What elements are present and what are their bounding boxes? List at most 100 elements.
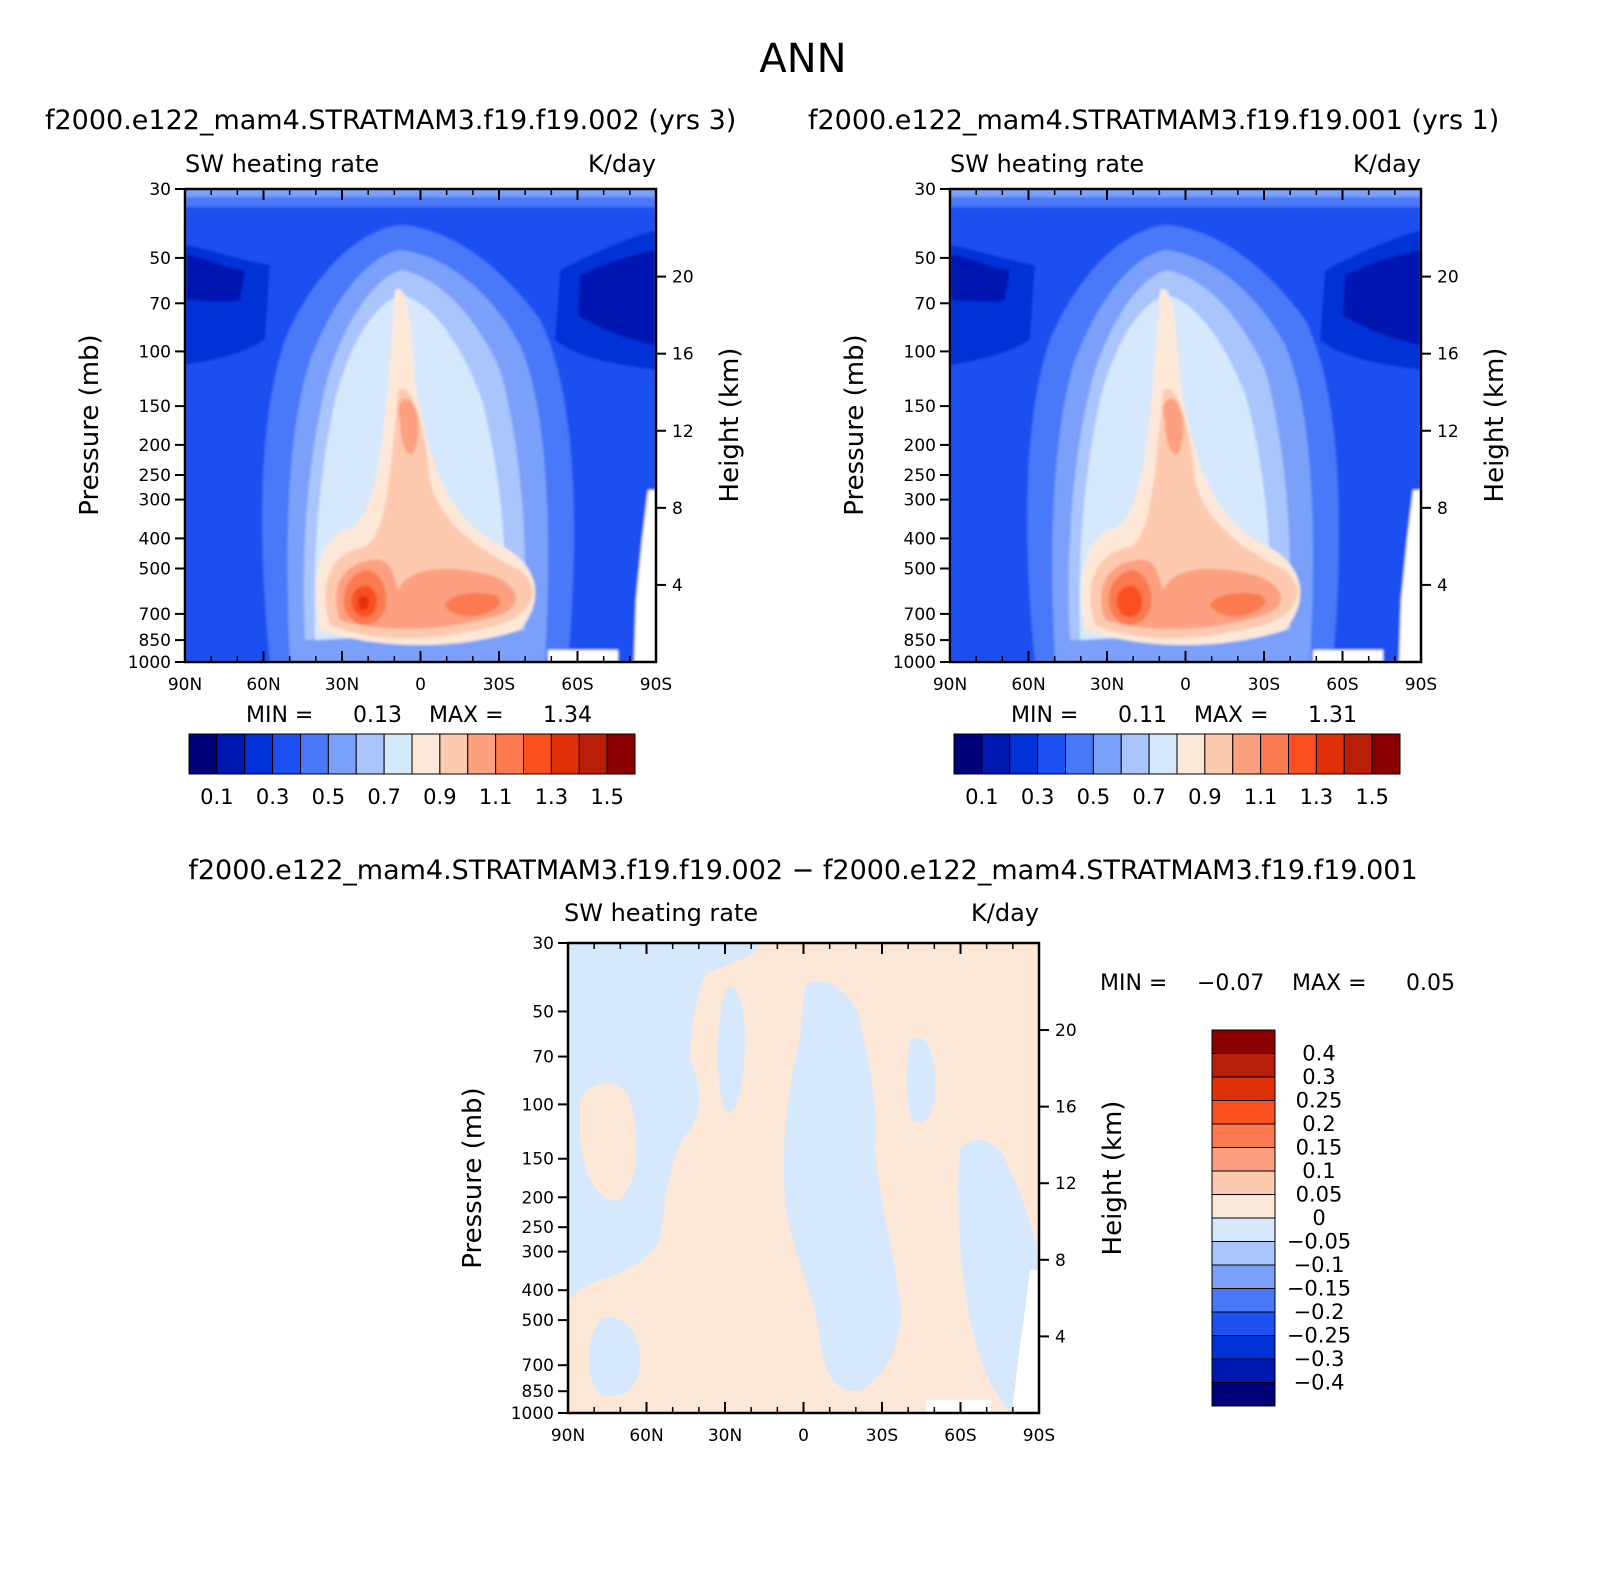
diff-y-tick-label: 30 xyxy=(532,934,554,954)
diff-y-tick-label: 200 xyxy=(522,1188,554,1208)
case1-colorbar-label: 0.7 xyxy=(367,785,400,809)
diff-field-neg-sh xyxy=(906,1037,936,1123)
case1-x-tick-label: 0 xyxy=(415,675,426,695)
diff-colorbar-label: 0.15 xyxy=(1296,1136,1343,1160)
case2-x-tick-label: 60N xyxy=(1011,675,1045,695)
diff-colorbar-label: 0.1 xyxy=(1302,1159,1335,1183)
diff-y-right-tick-label: 8 xyxy=(1055,1251,1066,1271)
diff-field-pos-nh-island xyxy=(580,1083,637,1201)
diff-y-tick-label: 250 xyxy=(522,1218,554,1238)
diff-title-right: K/day xyxy=(971,899,1039,927)
diff-y-tick-label: 400 xyxy=(522,1281,554,1301)
case1-y-tick-label: 500 xyxy=(139,560,171,580)
diff-y-right-tick-label: 20 xyxy=(1055,1021,1077,1041)
diff-colorbar-box xyxy=(1211,1217,1276,1242)
case2-title-right: K/day xyxy=(1353,150,1421,178)
case1-colorbar-box xyxy=(383,733,413,775)
case1-colorbar-label: 0.1 xyxy=(200,785,233,809)
diff-y-right-tick-label: 4 xyxy=(1055,1327,1066,1347)
case1-y-axis-label: Pressure (mb) xyxy=(75,334,105,515)
diff-colorbar-label: 0 xyxy=(1312,1206,1325,1230)
case1-colorbar-box xyxy=(411,733,441,775)
case2-colorbar-box xyxy=(1343,733,1373,775)
case2-colorbar-box xyxy=(1120,733,1150,775)
case1-title-right: K/day xyxy=(588,150,656,178)
diff-contour-field xyxy=(568,943,1039,1413)
case2-colorbar-box xyxy=(1148,733,1178,775)
diff-colorbar-box xyxy=(1211,1358,1276,1383)
diff-y-tick-label: 300 xyxy=(522,1243,554,1263)
diff-min-value: −0.07 xyxy=(1197,971,1264,996)
diff-field-missing xyxy=(926,1400,991,1413)
diff-colorbar-label: −0.3 xyxy=(1294,1347,1345,1371)
case2-x-tick-label: 60S xyxy=(1326,675,1358,695)
case2-subtitle: f2000.e122_mam4.STRATMAM3.f19.f19.001 (y… xyxy=(808,105,1499,136)
case1-subtitle: f2000.e122_mam4.STRATMAM3.f19.f19.002 (y… xyxy=(45,105,736,136)
diff-colorbar-box xyxy=(1211,1194,1276,1219)
case2-x-tick-label: 90S xyxy=(1405,675,1437,695)
diff-colorbar: 0.40.30.250.20.150.10.050−0.05−0.1−0.15−… xyxy=(1211,1029,1351,1407)
case1-colorbar-box xyxy=(606,733,636,775)
case2-colorbar-box xyxy=(1065,733,1094,775)
case2-y-tick-label: 30 xyxy=(914,180,936,200)
diff-title-left: SW heating rate xyxy=(564,899,758,927)
case2-field-sh-min xyxy=(1343,250,1421,345)
case1-contour-field xyxy=(185,189,656,662)
case1-colorbar-box xyxy=(467,733,497,775)
case1-colorbar-box xyxy=(578,733,608,775)
diff-colorbar-box xyxy=(1211,1241,1276,1266)
case2-title-left: SW heating rate xyxy=(950,150,1144,178)
case1-colorbar-label: 1.5 xyxy=(590,785,623,809)
diff-panel: SW heating rate K/day 305070100150200250… xyxy=(458,899,1455,1446)
case1-y-tick-label: 250 xyxy=(139,466,171,486)
case1-field-band-14 xyxy=(358,595,369,611)
case2-y-tick-label: 300 xyxy=(904,491,936,511)
case2-y-right-axis-label: Height (km) xyxy=(1480,348,1510,503)
case2-colorbar-box xyxy=(1315,733,1345,775)
case2-x-tick-label: 90N xyxy=(933,675,967,695)
diff-colorbar-box xyxy=(1211,1100,1276,1125)
case2-colorbar-label: 1.5 xyxy=(1355,785,1388,809)
case2-colorbar-label: 0.1 xyxy=(965,785,998,809)
diff-colorbar-box xyxy=(1211,1264,1276,1289)
case1-min-value: 0.13 xyxy=(353,703,402,728)
diff-colorbar-label: −0.2 xyxy=(1294,1300,1345,1324)
case1-field-nh-min xyxy=(185,255,245,303)
diff-field-neg-tropics xyxy=(717,987,745,1112)
case1-y-right-axis-label: Height (km) xyxy=(715,348,745,503)
case2-field-band-13 xyxy=(1116,585,1142,617)
case1-y-tick-label: 1000 xyxy=(128,653,171,673)
case2-y-axis-label: Pressure (mb) xyxy=(840,334,870,515)
case1-x-tick-label: 30S xyxy=(483,675,515,695)
case1-min-label: MIN = xyxy=(246,703,313,728)
case2-colorbar-box xyxy=(981,733,1011,775)
case1-field-sh-min xyxy=(578,250,656,345)
diff-y-tick-label: 150 xyxy=(522,1150,554,1170)
diff-colorbar-label: 0.05 xyxy=(1296,1183,1343,1207)
case1-x-tick-label: 60S xyxy=(561,675,593,695)
diff-x-tick-label: 60N xyxy=(629,1426,663,1446)
case1-field-missing-edge xyxy=(634,490,656,662)
case1-y-tick-label: 150 xyxy=(139,397,171,417)
case2-y-right-tick-label: 16 xyxy=(1437,345,1459,365)
case1-colorbar-box xyxy=(300,733,329,775)
diff-colorbar-label: 0.25 xyxy=(1296,1089,1343,1113)
case1-colorbar-label: 1.1 xyxy=(479,785,512,809)
diff-field-missing-edge xyxy=(1012,1270,1039,1413)
case1-colorbar-box xyxy=(355,733,385,775)
case1-panel: SW heating rate K/day xyxy=(75,150,745,809)
diff-colorbar-label: 0.2 xyxy=(1302,1112,1335,1136)
case2-colorbar: 0.1 0.3 0.5 0.7 0.9 1.1 1.3 1.5 xyxy=(953,733,1401,809)
case2-colorbar-box xyxy=(1092,733,1122,775)
case1-y-right-tick-label: 16 xyxy=(672,345,694,365)
case1-colorbar-label: 0.3 xyxy=(256,785,289,809)
case2-y-tick-label: 700 xyxy=(904,605,936,625)
case2-colorbar-label: 0.3 xyxy=(1021,785,1054,809)
case1-field-top-band-2 xyxy=(185,197,656,207)
case2-y-right-tick-label: 20 xyxy=(1437,268,1459,288)
case1-field-band-12b xyxy=(445,593,500,617)
case1-max-value: 1.34 xyxy=(543,703,592,728)
diff-y-right-tick-label: 16 xyxy=(1055,1098,1077,1118)
case2-y-tick-label: 200 xyxy=(904,436,936,456)
